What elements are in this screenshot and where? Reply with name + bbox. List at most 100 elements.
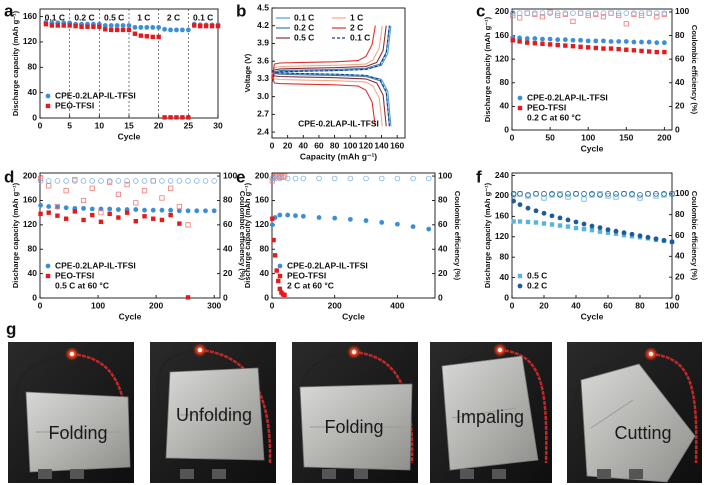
data-point — [300, 175, 307, 182]
legend-label: 2 C — [350, 22, 363, 32]
x-tick-label: 400 — [390, 300, 404, 310]
data-point — [168, 115, 173, 120]
data-point — [89, 185, 95, 191]
data-point — [547, 42, 553, 47]
y-axis-label: Discharge capacity (mAh g⁻¹) — [11, 10, 20, 116]
data-point — [98, 219, 104, 224]
data-point — [613, 231, 619, 236]
y-tick-label: 3.0 — [257, 91, 269, 101]
data-point — [133, 200, 139, 206]
x-tick-label: 40 — [571, 300, 581, 310]
data-point — [120, 23, 126, 28]
tab — [180, 469, 194, 479]
x-tick-label: 300 — [207, 300, 221, 310]
data-point — [426, 226, 432, 232]
data-point — [363, 175, 369, 182]
data-point — [116, 215, 121, 220]
data-point — [638, 12, 645, 19]
y-tick-label: 80 — [28, 243, 38, 253]
x-tick-label: 140 — [374, 140, 388, 150]
data-point — [46, 183, 52, 189]
y2-axis-label: Coulombic efficiency (%) — [690, 191, 699, 281]
data-point — [533, 208, 539, 214]
data-point — [115, 207, 121, 212]
legend-label: 0.2 C — [527, 280, 547, 290]
data-point — [186, 115, 191, 120]
y-tick-label: 0 — [264, 292, 269, 302]
data-point — [98, 210, 104, 216]
data-point — [194, 208, 200, 214]
y2-tick-label: 80 — [438, 195, 448, 205]
data-point — [624, 47, 629, 52]
data-point — [72, 178, 78, 184]
data-point — [570, 18, 576, 24]
data-point — [276, 278, 281, 284]
data-point — [133, 218, 139, 224]
data-point — [410, 224, 416, 230]
data-point — [524, 10, 531, 16]
data-point — [91, 24, 96, 29]
led — [497, 347, 503, 353]
data-point — [597, 225, 603, 230]
data-point — [557, 223, 563, 228]
tab — [70, 469, 84, 479]
data-point — [533, 191, 539, 197]
data-point — [90, 212, 95, 218]
data-point — [637, 233, 643, 239]
data-point — [198, 23, 203, 29]
x-tick-label: 20 — [283, 140, 293, 150]
data-point — [185, 178, 191, 184]
y-tick-label: 120 — [495, 231, 509, 241]
data-point — [613, 191, 619, 197]
voltage-curve — [271, 25, 390, 127]
x-tick-label: 100 — [343, 140, 357, 150]
data-point — [525, 40, 530, 45]
data-point — [555, 37, 561, 43]
photo-caption: Folding — [324, 417, 383, 437]
data-point — [516, 10, 523, 16]
legend-marker — [517, 105, 523, 111]
data-point — [141, 178, 148, 184]
data-point — [646, 49, 652, 54]
pouch-crease — [179, 413, 253, 416]
data-point — [142, 207, 147, 213]
x-tick-label: 30 — [213, 120, 223, 130]
data-point — [106, 178, 113, 184]
y2-tick-label: 0 — [675, 292, 680, 302]
plot-frame — [39, 172, 221, 299]
data-point — [511, 198, 516, 204]
data-point — [55, 23, 60, 28]
data-point — [605, 191, 611, 197]
data-point — [581, 226, 587, 232]
data-point — [662, 49, 667, 55]
legend-label: PEO-TFSI — [527, 102, 566, 112]
plot-frame — [271, 172, 436, 299]
data-point — [525, 219, 531, 225]
x-tick-label: 100 — [581, 132, 595, 142]
y2-tick-label: 0 — [675, 124, 680, 134]
data-point — [168, 185, 174, 191]
data-point — [593, 10, 599, 16]
data-point — [605, 193, 611, 199]
y-tick-label: 160 — [495, 30, 509, 40]
y-tick-label: 40 — [500, 101, 510, 111]
data-point — [38, 211, 43, 217]
x-tick-label: 40 — [299, 140, 309, 150]
x-tick-label: 50 — [545, 132, 555, 142]
rate-label: 0.1 C — [45, 12, 65, 22]
photo: Folding — [8, 342, 134, 483]
data-point — [510, 12, 516, 19]
y2-tick-label: 20 — [223, 268, 233, 278]
data-point — [547, 36, 553, 42]
data-point — [274, 268, 279, 273]
data-point — [176, 208, 182, 214]
data-point — [81, 217, 86, 223]
data-point — [46, 204, 52, 209]
x-axis-label: Cycle — [581, 311, 604, 321]
data-point — [126, 27, 132, 33]
y-tick-label: 120 — [23, 219, 37, 229]
data-point — [616, 46, 621, 52]
data-point — [185, 222, 191, 228]
data-point — [285, 212, 291, 218]
